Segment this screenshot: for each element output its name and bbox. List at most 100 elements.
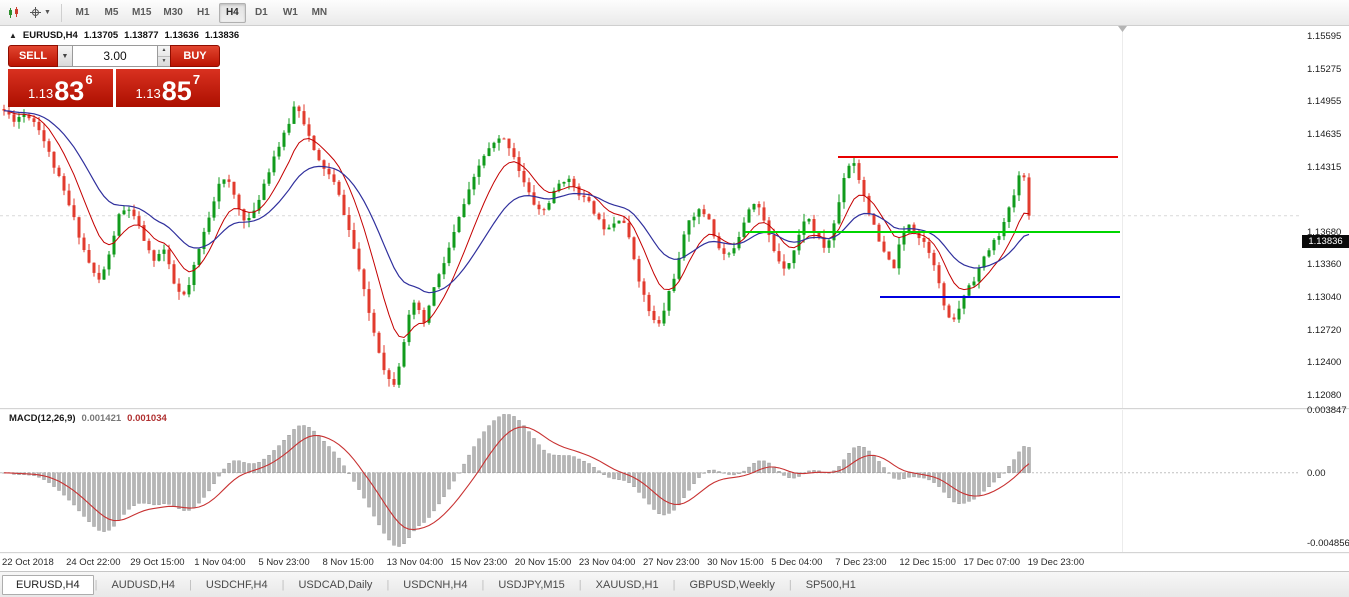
timeframe-m15[interactable]: M15 [131,7,152,18]
timeframe-h1[interactable]: H1 [196,7,210,18]
time-axis-label: 19 Dec 23:00 [1027,557,1085,568]
time-axis-label: 27 Nov 23:00 [643,557,700,568]
macd-indicator-label: MACD(12,26,9) 0.001421 0.001034 [9,413,167,424]
tab-usdcad-daily[interactable]: USDCAD,Daily [298,578,373,591]
dropdown-caret-icon: ▼ [61,52,69,60]
tab-separator: | [481,578,485,591]
timeframe-m1[interactable]: M1 [75,7,90,18]
time-axis-label: 8 Nov 15:00 [322,557,374,568]
time-axis-label: 7 Dec 23:00 [835,557,887,568]
price-axis-label: 1.14635 [1307,129,1342,140]
crosshair-icon [30,7,41,18]
timeframe-mn[interactable]: MN [311,7,328,18]
sell-pips: 83 [54,76,85,106]
price-axis-label: 1.13040 [1307,292,1342,303]
volume-spinner: ▲ ▼ [157,45,170,67]
timeframe-buttons: M1 M5 M15 M30 H1 H4 D1 W1 MN [69,2,333,23]
price-axis-label: 1.13360 [1307,259,1342,271]
time-axis-label: 5 Dec 04:00 [771,557,823,568]
time-axis-label: 15 Nov 23:00 [450,557,508,568]
time-axis[interactable]: 22 Oct 2018 24 Oct 22:00 29 Oct 15:00 1 Nov… [0,554,1349,571]
dropdown-caret-icon: ▼ [44,9,51,16]
timeframe-h4[interactable]: H4 [218,2,246,23]
price-axis-label: 1.15595 [1307,31,1342,42]
tab-separator: | [788,578,792,591]
buy-pips: 85 [161,76,192,106]
spinner-up-icon[interactable]: ▲ [158,46,170,57]
tab-usdjpy-m15[interactable]: USDJPY,M15 [498,578,565,591]
timeframe-m30[interactable]: M30 [163,7,183,18]
ohlc-open: 1.13705 [83,30,119,41]
tab-gbpusd-weekly[interactable]: GBPUSD,Weekly [689,578,775,591]
price-axis-label: 1.12720 [1307,324,1342,336]
macd-scale-max: 0.003847 [1307,405,1347,416]
tab-separator: | [386,578,390,591]
price-axis-label: 1.12080 [1307,390,1342,401]
sell-button[interactable]: SELL [8,45,58,67]
tab-separator: | [94,578,98,591]
time-axis-label: 20 Nov 15:00 [514,557,572,568]
chart-area: ▲ EURUSD,H4 1.13705 1.13877 1.13636 1.13… [0,26,1349,408]
price-axis-label: 1.14955 [1307,96,1342,108]
horizontal-line-green[interactable] [745,230,1120,233]
sell-pipette: 6 [85,72,93,87]
time-axis-label: 22 Oct 2018 [2,557,54,568]
horizontal-line-blue-support[interactable] [880,296,1120,298]
chart-symbol: EURUSD,H4 [22,30,78,41]
time-axis-label: 23 Nov 04:00 [578,557,636,568]
time-axis-label: 5 Nov 23:00 [258,557,310,568]
time-axis-label: 30 Nov 15:00 [707,557,764,568]
trade-panel-toggle-icon[interactable]: ▲ [9,31,17,40]
tab-xauusd-h1[interactable]: XAUUSD,H1 [595,578,659,591]
tab-sp500-h1[interactable]: SP500,H1 [805,578,856,591]
current-price-badge: 1.13836 [1302,235,1349,249]
ohlc-high: 1.13877 [124,30,159,41]
tab-usdchf-h4[interactable]: USDCHF,H4 [205,578,268,591]
macd-name: MACD(12,26,9) [9,413,76,424]
tab-separator: | [578,578,582,591]
macd-value-main: 0.001421 [81,413,122,424]
ohlc-low: 1.13636 [164,30,199,41]
candlestick-chart-icon[interactable] [4,3,24,23]
macd-panel: MACD(12,26,9) 0.001421 0.001034 0.003847… [0,405,1349,552]
tab-separator: | [281,578,285,591]
macd-canvas[interactable] [0,410,1349,552]
buy-big-figure: 1.13 [135,86,161,101]
tab-usdcnh-h4[interactable]: USDCNH,H4 [403,578,468,591]
panel-separator[interactable] [0,408,1349,410]
spinner-down-icon[interactable]: ▼ [161,57,167,64]
crosshair-tool-button[interactable]: ▼ [26,3,54,23]
horizontal-line-red-resistance[interactable] [838,156,1118,158]
buy-pipette: 7 [192,72,201,87]
buy-button[interactable]: BUY [170,45,220,67]
sell-price-display[interactable]: 1.13 83 6 [8,69,113,107]
timeframe-d1[interactable]: D1 [254,7,268,18]
macd-scale-zero: 0.00 [1307,467,1326,479]
tab-separator: | [189,578,192,591]
time-axis-label: 1 Nov 04:00 [194,557,246,568]
tab-audusd-h4[interactable]: AUDUSD,H4 [111,578,176,591]
volume-preset-dropdown[interactable]: ▼ [58,45,73,67]
price-chart-canvas[interactable] [0,26,1349,408]
tab-separator: | [672,578,676,591]
time-axis-label: 17 Dec 07:00 [963,557,1021,568]
price-axis[interactable]: 1.15595 1.15275 1.14955 1.14635 1.14315 1.136… [1300,26,1349,408]
timeframe-m5[interactable]: M5 [104,7,119,18]
price-axis-label: 1.14315 [1307,161,1342,173]
ohlc-close: 1.13836 [204,30,240,41]
time-axis-label: 13 Nov 04:00 [386,557,444,568]
macd-scale-min: -0.004856 [1307,538,1349,549]
timeframe-w1[interactable]: W1 [282,7,298,18]
macd-value-signal: 0.001034 [127,413,167,424]
tab-eurusd-h4[interactable]: EURUSD,H4 [2,574,94,595]
sell-big-figure: 1.13 [27,86,54,101]
chart-ohlc-header: ▲ EURUSD,H4 1.13705 1.13877 1.13636 1.13… [9,30,239,41]
buy-price-display[interactable]: 1.13 85 7 [115,69,220,107]
panel-separator [0,552,1349,554]
one-click-trading-panel: SELL ▼ 3.00 ▲ ▼ BUY 1.13 83 6 1.13 85 7 [8,45,220,107]
volume-input[interactable]: 3.00 [73,45,157,67]
chart-tabs-bar: EURUSD,H4 | AUDUSD,H4 | USDCHF,H4 | USDCAD,Dai… [0,571,1349,597]
time-axis-label: 12 Dec 15:00 [899,557,956,568]
price-axis-label: 1.13680 [1307,226,1342,238]
